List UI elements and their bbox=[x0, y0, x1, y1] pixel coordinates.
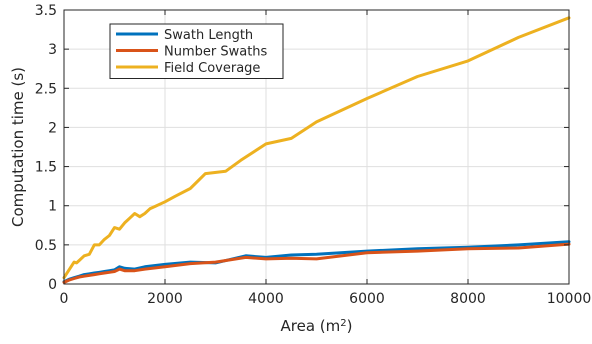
x-tick-label: 10000 bbox=[547, 291, 592, 307]
x-axis-label: Area (m2) bbox=[281, 317, 353, 335]
legend-label-number-swaths: Number Swaths bbox=[164, 45, 268, 60]
y-tick-label: 3.5 bbox=[35, 3, 57, 19]
y-tick-label: 2 bbox=[48, 120, 57, 136]
series-line-swath-length bbox=[62, 240, 571, 284]
y-axis-label: Computation time (s) bbox=[9, 67, 27, 227]
series-line-field-coverage bbox=[62, 16, 571, 280]
plot-frame bbox=[63, 9, 570, 285]
x-tick-label: 4000 bbox=[248, 291, 284, 307]
axis-ticks: 0 2000 4000 6000 8000 10000 0 0.5 1 1.5 2 2.5 3 3.5 bbox=[35, 3, 592, 307]
y-tick-label: 0.5 bbox=[35, 238, 57, 254]
legend-label-swath-length: Swath Length bbox=[164, 28, 253, 43]
x-tick-label: 8000 bbox=[450, 291, 486, 307]
y-tick-label: 0 bbox=[48, 277, 57, 293]
x-tick-label: 6000 bbox=[349, 291, 385, 307]
x-tick-label: 0 bbox=[60, 291, 69, 307]
y-tick-label: 2.5 bbox=[35, 81, 57, 97]
legend-label-field-coverage: Field Coverage bbox=[164, 61, 260, 76]
series-lines bbox=[62, 16, 571, 284]
y-tick-label: 1.5 bbox=[35, 160, 57, 176]
x-tick-label: 2000 bbox=[147, 291, 183, 307]
y-tick-label: 1 bbox=[48, 199, 57, 215]
y-tick-label: 3 bbox=[48, 42, 57, 58]
series-line-number-swaths bbox=[62, 242, 571, 284]
